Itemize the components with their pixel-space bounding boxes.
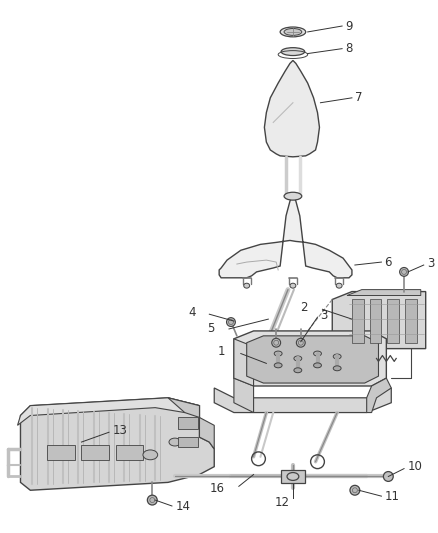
Polygon shape xyxy=(247,336,378,383)
Text: 1: 1 xyxy=(218,345,225,358)
Text: 13: 13 xyxy=(113,424,128,437)
Ellipse shape xyxy=(147,495,157,505)
Polygon shape xyxy=(234,339,254,386)
Ellipse shape xyxy=(274,351,282,356)
Ellipse shape xyxy=(399,268,409,276)
Ellipse shape xyxy=(284,192,302,200)
Ellipse shape xyxy=(333,354,341,359)
Text: 3: 3 xyxy=(321,309,328,322)
Ellipse shape xyxy=(169,438,181,446)
Ellipse shape xyxy=(336,283,342,288)
Polygon shape xyxy=(168,398,214,449)
Ellipse shape xyxy=(314,363,321,368)
Ellipse shape xyxy=(272,338,281,347)
Bar xyxy=(387,300,399,343)
Polygon shape xyxy=(367,378,391,413)
Ellipse shape xyxy=(280,27,306,37)
Text: 2: 2 xyxy=(300,301,307,314)
Ellipse shape xyxy=(143,450,158,460)
Ellipse shape xyxy=(297,338,305,347)
Text: 10: 10 xyxy=(408,460,423,473)
Bar xyxy=(370,300,381,343)
Ellipse shape xyxy=(281,47,305,55)
Polygon shape xyxy=(214,388,391,413)
Text: 7: 7 xyxy=(355,91,362,104)
Polygon shape xyxy=(332,341,352,357)
Polygon shape xyxy=(347,289,421,295)
Ellipse shape xyxy=(244,283,250,288)
Polygon shape xyxy=(219,194,352,278)
Bar xyxy=(81,445,109,460)
Ellipse shape xyxy=(226,318,235,327)
Bar xyxy=(405,300,417,343)
Text: 12: 12 xyxy=(275,496,290,508)
Ellipse shape xyxy=(284,28,302,35)
Text: 5: 5 xyxy=(207,322,214,335)
Ellipse shape xyxy=(350,486,360,495)
Ellipse shape xyxy=(383,472,393,481)
Text: 8: 8 xyxy=(345,42,353,55)
Ellipse shape xyxy=(287,473,299,480)
Ellipse shape xyxy=(290,283,296,288)
Ellipse shape xyxy=(294,368,302,373)
Text: 14: 14 xyxy=(176,500,191,513)
Text: 9: 9 xyxy=(345,20,353,33)
Bar xyxy=(116,445,143,460)
Bar xyxy=(281,470,305,483)
Ellipse shape xyxy=(314,351,321,356)
Polygon shape xyxy=(18,398,199,425)
Text: 3: 3 xyxy=(427,256,435,270)
Bar xyxy=(178,417,198,429)
Ellipse shape xyxy=(274,363,282,368)
Text: 16: 16 xyxy=(210,482,225,495)
Text: 6: 6 xyxy=(385,256,392,269)
Polygon shape xyxy=(265,60,319,157)
Bar xyxy=(178,437,198,447)
Bar xyxy=(47,445,74,460)
Ellipse shape xyxy=(333,366,341,371)
Text: 4: 4 xyxy=(188,306,195,319)
Polygon shape xyxy=(21,398,214,490)
Text: 11: 11 xyxy=(385,490,399,503)
Ellipse shape xyxy=(294,356,302,361)
Polygon shape xyxy=(234,378,254,413)
Bar xyxy=(352,300,364,343)
Polygon shape xyxy=(332,292,426,349)
Polygon shape xyxy=(234,331,386,386)
